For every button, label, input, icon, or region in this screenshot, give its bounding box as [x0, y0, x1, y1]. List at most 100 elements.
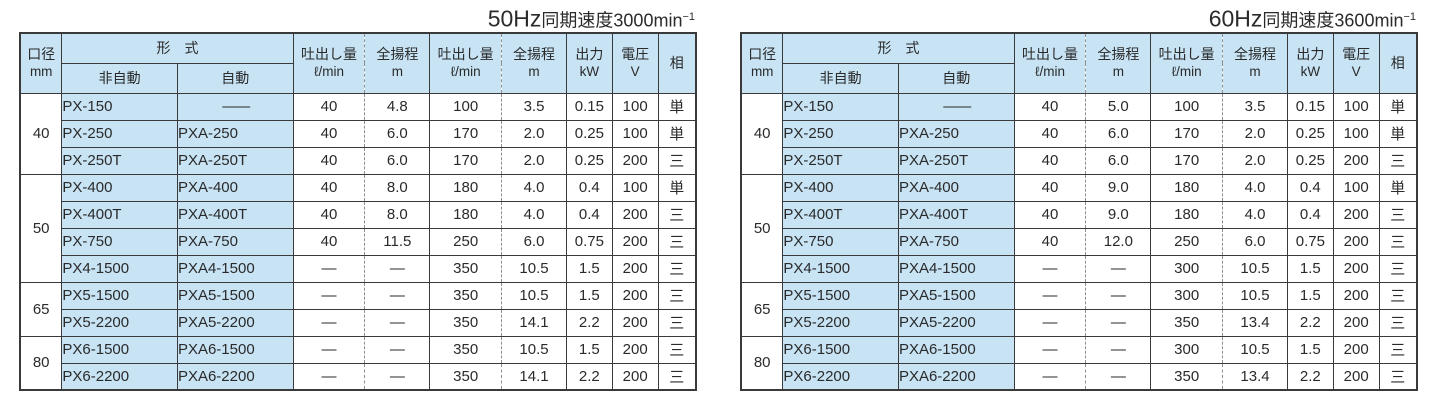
title-speed-text: 同期速度3000min	[541, 10, 683, 31]
head1-cell: —	[364, 308, 431, 337]
voltage-cell: 200	[1332, 146, 1380, 175]
title-frequency: 50Hz	[487, 5, 542, 32]
flow2-cell: 300	[1150, 335, 1224, 364]
model-auto-cell: PXA-750	[897, 227, 1015, 256]
voltage-cell: 200	[611, 362, 659, 391]
spec-block-50hz: 50Hz同期速度3000min−1 口径 mm 形 式吐出し量 ℓ/min 全揚程 m 吐出…	[19, 2, 697, 391]
flow2-cell: 100	[1150, 92, 1224, 121]
bore-cell: 40	[19, 92, 63, 175]
output-cell: 1.5	[1286, 254, 1334, 283]
flow1-cell: —	[1013, 308, 1087, 337]
phase-cell: 三	[1378, 254, 1418, 283]
phase-cell: 三	[1378, 146, 1418, 175]
output-cell: 1.5	[1286, 335, 1334, 364]
head2-cell: 4.0	[1222, 200, 1288, 229]
model-auto-cell: PXA-250	[897, 119, 1015, 148]
flow2-cell: 300	[1150, 254, 1224, 283]
phase-cell: 三	[1378, 335, 1418, 364]
output-cell: 0.75	[565, 227, 613, 256]
head1-cell: 9.0	[1085, 173, 1152, 202]
flow1-cell: 40	[1013, 200, 1087, 229]
model-nonauto-cell: PX-250T	[782, 146, 899, 175]
col-header-phase: 相	[657, 32, 697, 94]
table-row: PX-400T PXA-400T 40 9.0 180 4.0 0.4 200 三	[741, 200, 1418, 229]
head1-cell: —	[364, 254, 431, 283]
col-header-flow-2: 吐出し量 ℓ/min	[429, 32, 503, 94]
flow1-cell: —	[292, 308, 366, 337]
phase-cell: 三	[657, 227, 697, 256]
col-header-output: 出力 kW	[1286, 32, 1334, 94]
model-nonauto-cell: PX5-1500	[61, 281, 178, 310]
model-nonauto-cell: PX6-2200	[782, 362, 899, 391]
model-auto-cell: ——	[897, 92, 1015, 121]
flow2-cell: 170	[429, 119, 503, 148]
model-auto-cell: PXA-750	[176, 227, 294, 256]
model-nonauto-cell: PX-150	[782, 92, 899, 121]
flow1-cell: —	[292, 254, 366, 283]
table-title-50hz: 50Hz同期速度3000min−1	[19, 2, 697, 32]
flow2-cell: 170	[1150, 146, 1224, 175]
output-cell: 0.25	[565, 146, 613, 175]
voltage-cell: 200	[611, 335, 659, 364]
voltage-cell: 100	[611, 173, 659, 202]
voltage-cell: 200	[1332, 254, 1380, 283]
head2-cell: 13.4	[1222, 308, 1288, 337]
table-row: PX-250T PXA-250T 40 6.0 170 2.0 0.25 200 三	[741, 146, 1418, 175]
phase-cell: 単	[1378, 119, 1418, 148]
col-header-head-2: 全揚程 m	[1222, 32, 1288, 94]
col-header-head-1: 全揚程 m	[364, 32, 431, 94]
head2-cell: 10.5	[1222, 335, 1288, 364]
model-auto-cell: PXA-400T	[897, 200, 1015, 229]
voltage-cell: 200	[1332, 227, 1380, 256]
model-auto-cell: PXA4-1500	[176, 254, 294, 283]
phase-cell: 三	[1378, 281, 1418, 310]
flow2-cell: 180	[1150, 173, 1224, 202]
output-cell: 1.5	[565, 281, 613, 310]
table-row: PX-750 PXA-750 40 12.0 250 6.0 0.75 200 三	[741, 227, 1418, 256]
voltage-cell: 200	[611, 227, 659, 256]
flow2-cell: 350	[429, 335, 503, 364]
output-cell: 0.25	[1286, 146, 1334, 175]
table-row: PX5-2200 PXA5-2200— —350 13.4 2.2 200 三	[741, 308, 1418, 337]
output-cell: 0.25	[1286, 119, 1334, 148]
flow2-cell: 350	[1150, 362, 1224, 391]
bore-cell: 80	[19, 335, 63, 391]
head2-cell: 13.4	[1222, 362, 1288, 391]
head1-cell: 6.0	[1085, 119, 1152, 148]
col-header-type: 形 式	[782, 32, 1015, 64]
flow2-cell: 350	[429, 254, 503, 283]
model-nonauto-cell: PX-250	[782, 119, 899, 148]
head1-cell: 8.0	[364, 200, 431, 229]
voltage-cell: 200	[1332, 362, 1380, 391]
head1-cell: —	[1085, 281, 1152, 310]
phase-cell: 三	[657, 146, 697, 175]
voltage-cell: 100	[1332, 92, 1380, 121]
flow2-cell: 250	[1150, 227, 1224, 256]
phase-cell: 単	[657, 173, 697, 202]
voltage-cell: 200	[611, 281, 659, 310]
col-header-auto: 自動	[176, 62, 294, 94]
title-speed-text: 同期速度3600min	[1262, 10, 1404, 31]
model-nonauto-cell: PX5-2200	[782, 308, 899, 337]
col-header-phase: 相	[1378, 32, 1418, 94]
head1-cell: 8.0	[364, 173, 431, 202]
voltage-cell: 200	[1332, 281, 1380, 310]
flow1-cell: 40	[1013, 92, 1087, 121]
flow1-cell: 40	[292, 119, 366, 148]
flow1-cell: 40	[292, 227, 366, 256]
output-cell: 2.2	[1286, 362, 1334, 391]
output-cell: 0.4	[1286, 173, 1334, 202]
model-auto-cell: PXA-250T	[897, 146, 1015, 175]
voltage-cell: 200	[611, 308, 659, 337]
flow1-cell: —	[1013, 335, 1087, 364]
voltage-cell: 200	[1332, 335, 1380, 364]
flow1-cell: 40	[292, 146, 366, 175]
model-nonauto-cell: PX-250	[61, 119, 178, 148]
col-header-non-auto: 非自動	[782, 62, 899, 94]
head2-cell: 4.0	[501, 200, 567, 229]
voltage-cell: 100	[611, 119, 659, 148]
col-header-flow-1: 吐出し量 ℓ/min	[1013, 32, 1087, 94]
model-auto-cell: PXA-250	[176, 119, 294, 148]
flow2-cell: 350	[429, 281, 503, 310]
output-cell: 2.2	[1286, 308, 1334, 337]
